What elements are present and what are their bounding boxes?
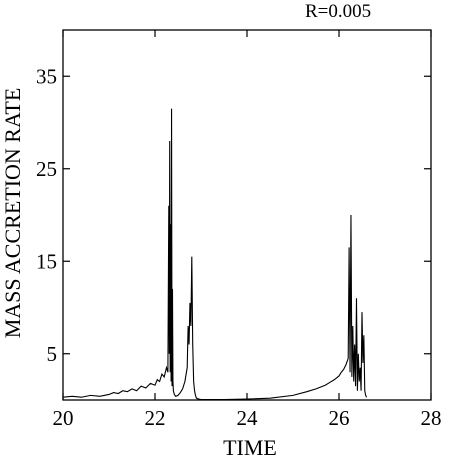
axes <box>62 29 432 401</box>
y-axis-label: MASS ACCRETION RATE <box>0 88 25 339</box>
x-tick-label: 28 <box>421 406 442 430</box>
y-tick-label: 35 <box>36 64 57 88</box>
chart-title: R=0.005 <box>305 1 371 22</box>
series-line-0 <box>62 108 368 401</box>
x-tick-label: 22 <box>145 406 166 430</box>
x-tick-label: 20 <box>53 406 74 430</box>
plot-frame <box>62 29 432 401</box>
x-axis-label: TIME <box>223 435 277 457</box>
x-tick-label: 26 <box>329 406 350 430</box>
y-tick-label: 15 <box>36 249 57 273</box>
y-tick-label: 25 <box>36 157 57 181</box>
x-tick-label: 24 <box>237 406 259 430</box>
y-tick-label: 5 <box>47 342 58 366</box>
ticks: 20 22 24 26 28 5 15 25 35 <box>36 30 442 430</box>
series-layer <box>62 108 368 401</box>
